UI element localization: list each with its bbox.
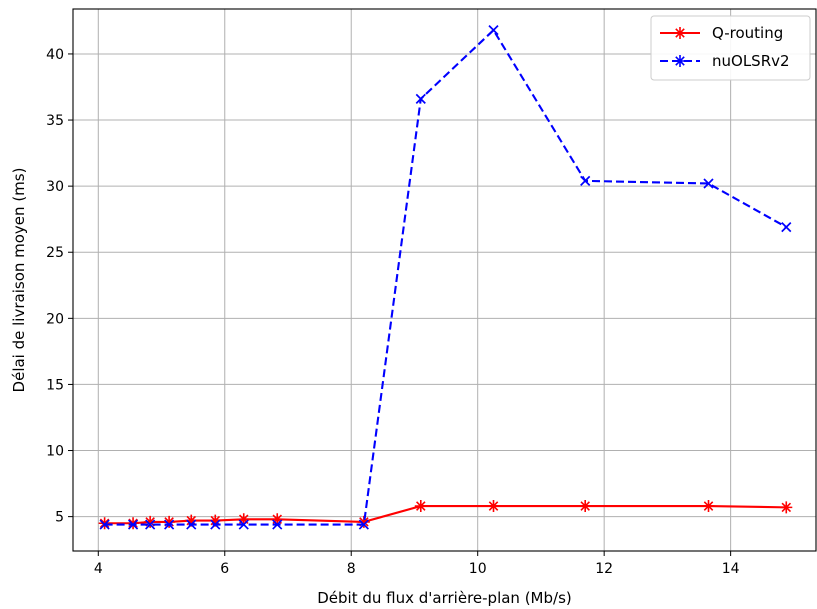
- data-point-q-routing: [185, 514, 198, 527]
- data-point-q-routing: [163, 515, 176, 528]
- data-point-q-routing: [237, 513, 250, 526]
- data-point-nuolsrv2: [186, 519, 197, 530]
- plot-frame: [72, 8, 817, 552]
- data-point-q-routing: [579, 500, 592, 513]
- y-tick-label: 20: [46, 311, 64, 327]
- data-point-nuolsrv2: [488, 25, 499, 36]
- data-point-legend-q-routing: [674, 27, 686, 39]
- y-tick-label: 10: [46, 444, 64, 460]
- y-tick-label: 35: [46, 113, 64, 129]
- data-point-nuolsrv2: [358, 519, 369, 530]
- legend-entry-nuolsrv2: nuOLSRv2: [660, 52, 790, 70]
- data-point-q-routing: [357, 515, 370, 528]
- legend-label-nuolsrv2: nuOLSRv2: [712, 52, 790, 70]
- x-tick-label: 12: [595, 561, 613, 577]
- data-point-q-routing: [209, 514, 222, 527]
- data-point-nuolsrv2: [145, 519, 156, 530]
- x-tick-label: 8: [347, 561, 356, 577]
- x-tick-label: 4: [94, 561, 103, 577]
- series-layer: [98, 25, 793, 530]
- series-line-q-routing: [104, 505, 787, 525]
- data-point-q-routing: [780, 501, 793, 514]
- data-point-q-routing: [702, 500, 715, 513]
- y-tick-label: 40: [46, 47, 64, 63]
- data-point-nuolsrv2: [580, 175, 591, 186]
- data-point-nuolsrv2: [210, 519, 221, 530]
- y-tick-label: 30: [46, 179, 64, 195]
- x-tick-label: 6: [220, 561, 229, 577]
- x-axis-label: Débit du flux d'arrière-plan (Mb/s): [317, 589, 572, 607]
- y-tick-label: 25: [46, 245, 64, 261]
- series-line-nuolsrv2: [104, 29, 787, 526]
- data-point-nuolsrv2: [127, 519, 139, 530]
- x-tick-label: 10: [469, 561, 487, 577]
- legend: Q-routing nuOLSRv2: [650, 15, 811, 81]
- data-point-nuolsrv2: [99, 519, 110, 530]
- data-point-q-routing: [98, 517, 111, 530]
- data-point-nuolsrv2: [703, 178, 714, 189]
- x-tick-label: 14: [722, 561, 740, 577]
- data-point-q-routing: [127, 517, 140, 530]
- data-point-legend-nuolsrv2: [674, 55, 686, 67]
- y-tick-label: 15: [46, 377, 64, 393]
- data-point-q-routing: [414, 500, 427, 513]
- data-point-q-routing: [271, 513, 284, 526]
- data-point-nuolsrv2: [164, 519, 175, 530]
- legend-entry-q-routing: Q-routing: [660, 24, 783, 42]
- data-point-nuolsrv2: [415, 93, 426, 104]
- grid-lines: [73, 9, 816, 551]
- data-point-nuolsrv2: [781, 222, 792, 233]
- y-tick-label: 5: [55, 510, 64, 526]
- data-point-q-routing: [144, 515, 157, 528]
- data-point-nuolsrv2: [238, 519, 249, 530]
- y-axis-label: Délai de livraison moyen (ms): [10, 168, 28, 393]
- series-nuolsrv2: [99, 25, 792, 530]
- legend-label-q-routing: Q-routing: [712, 24, 783, 42]
- data-point-nuolsrv2: [272, 519, 283, 530]
- data-point-q-routing: [487, 500, 500, 513]
- axis-ticks: 4 6 8 10 12 14 5 10 15 20 25 30 35 40: [46, 47, 739, 577]
